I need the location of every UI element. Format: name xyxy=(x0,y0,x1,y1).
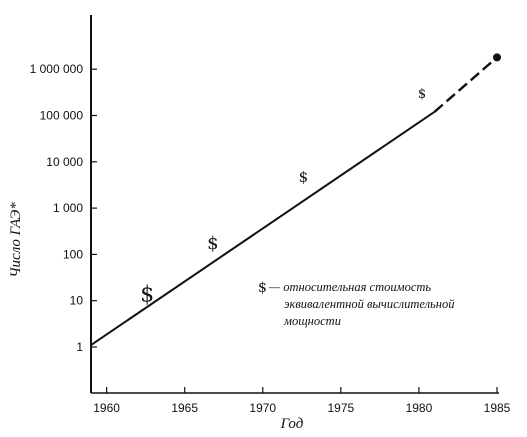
forecast-line xyxy=(433,56,498,113)
y-tick-label: 1 000 000 xyxy=(30,62,84,76)
y-tick-label: 1 xyxy=(76,340,83,354)
x-tick-label: 1980 xyxy=(406,401,433,415)
y-tick-label: 100 000 xyxy=(40,109,84,123)
annotation-line-2: эквивалентной вычислительной xyxy=(284,297,455,311)
annotation-note: $ — относительная стоимость эквивалентно… xyxy=(258,280,455,328)
x-tick-label: 1985 xyxy=(484,401,511,415)
endpoint-dot xyxy=(493,53,501,62)
y-axis-title: Число ГАЭ* xyxy=(8,202,24,278)
annotation-line-1: — относительная стоимость xyxy=(268,280,431,294)
y-tick-label: 1 000 xyxy=(53,201,83,215)
chart-series xyxy=(90,53,501,346)
x-tick-label: 1965 xyxy=(171,401,198,415)
y-tick-label: 10 000 xyxy=(46,155,83,169)
x-tick-label: 1960 xyxy=(93,401,120,415)
cost-marker: $ xyxy=(418,87,426,102)
cost-marker: $ xyxy=(140,283,154,308)
chart-ticks: 1 10 100 1 000 10 000 100 000 1 000 000 1960 196… xyxy=(30,62,511,415)
x-axis-title: Год xyxy=(280,416,304,432)
annotation-symbol: $ xyxy=(258,280,267,296)
cost-marker: $ xyxy=(299,168,309,186)
cost-markers: $ $ $ $ xyxy=(140,87,426,308)
x-tick-label: 1975 xyxy=(327,401,354,415)
x-tick-label: 1970 xyxy=(249,401,276,415)
chart-axes xyxy=(90,15,499,394)
annotation-line-3: мощности xyxy=(283,314,341,328)
cost-marker: $ xyxy=(207,233,218,254)
y-tick-label: 10 xyxy=(70,294,84,308)
trend-line xyxy=(90,111,436,346)
y-tick-label: 100 xyxy=(63,247,83,261)
